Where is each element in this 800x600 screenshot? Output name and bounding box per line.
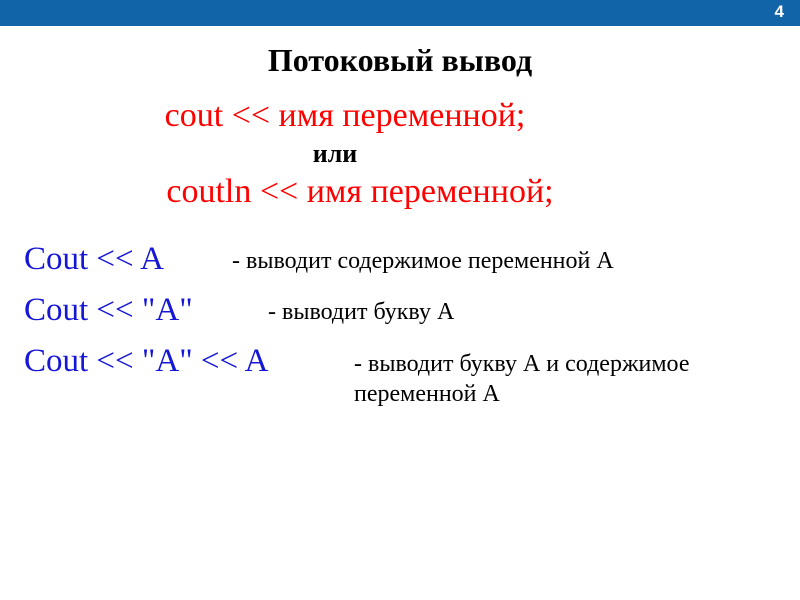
- page-number: 4: [775, 2, 784, 22]
- header-bar: 4: [0, 0, 800, 26]
- slide-title: Потоковый вывод: [0, 42, 800, 79]
- syntax-line-1: cout << имя переменной;: [0, 97, 800, 135]
- example-row: Cout << "A" << A - выводит букву А и сод…: [24, 343, 800, 409]
- syntax-or: или: [0, 139, 800, 169]
- example-code: Cout << "A" << A: [24, 343, 334, 380]
- syntax-line-2: coutln << имя переменной;: [0, 173, 800, 211]
- example-row: Cout << A - выводит содержимое переменно…: [24, 241, 800, 278]
- example-code: Cout << "A": [24, 292, 248, 329]
- examples-block: Cout << A - выводит содержимое переменно…: [0, 241, 800, 409]
- example-desc: - выводит букву А и содержимое переменно…: [354, 343, 714, 409]
- example-code: Cout << A: [24, 241, 214, 278]
- example-desc: - выводит букву А: [268, 292, 454, 326]
- example-row: Cout << "A" - выводит букву А: [24, 292, 800, 329]
- example-desc: - выводит содержимое переменной А: [232, 241, 614, 275]
